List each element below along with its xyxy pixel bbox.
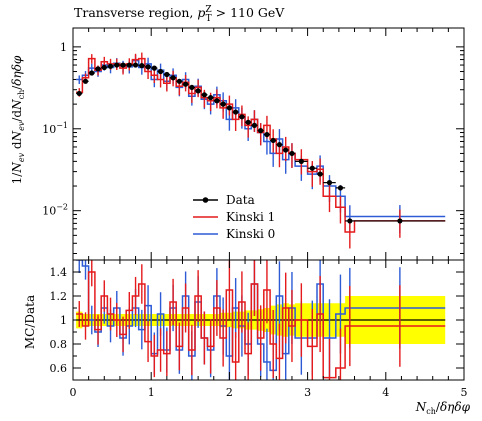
x-tick-label: 5 (461, 386, 468, 399)
data-point (233, 109, 239, 115)
x-tick-label: 0 (70, 386, 77, 399)
data-point (283, 147, 289, 153)
x-tick-label: 4 (382, 386, 389, 399)
data-point (326, 180, 333, 186)
data-point (114, 62, 120, 68)
data-point (201, 92, 207, 98)
x-tick-label: 1 (148, 386, 155, 399)
y-tick-label: 1 (60, 41, 67, 54)
main-panel: 10−2 10−1 1 Data Kinski 1 Kinski 0 (42, 27, 465, 261)
main-y-axis-label: 1/Nev dNev/dNch/δηδφ (10, 55, 26, 184)
data-point (164, 71, 170, 78)
data-point (126, 62, 132, 68)
x-tick-label: 2 (226, 386, 233, 399)
data-point (101, 64, 107, 71)
ratio-y-tick-label: 1.4 (50, 266, 68, 279)
data-point (183, 81, 189, 87)
data-point (132, 62, 139, 68)
kinski-1-line (76, 57, 446, 233)
data-point (208, 95, 214, 101)
x-axis-label: Nch/δηδφ (415, 400, 471, 416)
data-point (120, 62, 126, 68)
data-point (82, 78, 89, 84)
chart-title: Transverse region, pZ T > 110 GeV (74, 5, 285, 24)
kinski-1-ratio-line (76, 271, 446, 379)
data-point (95, 66, 101, 72)
data-point (89, 70, 95, 76)
data-point (317, 171, 323, 177)
data-point (397, 218, 403, 224)
data-point (245, 119, 251, 125)
data-point (170, 75, 176, 81)
ratio-y-tick-label: 1.2 (50, 290, 68, 303)
data-point (258, 128, 264, 134)
data-point (195, 88, 201, 94)
data-point (214, 98, 220, 104)
data-point (337, 185, 344, 191)
data-point (289, 150, 295, 157)
ratio-panel: 0.6 0.8 1 1.2 1.4 0 1 2 3 4 5 (50, 259, 468, 399)
data-point (264, 131, 270, 138)
data-point (139, 63, 145, 69)
main-series-group (76, 52, 446, 249)
data-point (309, 165, 315, 171)
data-point (176, 78, 182, 84)
ratio-y-tick-label: 0.8 (50, 338, 68, 351)
legend-label: Kinski 0 (226, 227, 275, 241)
data-point (347, 218, 353, 224)
legend-label: Kinski 1 (226, 210, 275, 224)
x-tick-label: 3 (304, 386, 311, 399)
data-point (107, 63, 114, 69)
y-tick-label: 10−1 (42, 121, 68, 136)
data-point (220, 101, 226, 107)
data-point (76, 90, 82, 97)
data-point (251, 122, 258, 128)
data-point (270, 137, 276, 144)
legend-marker (202, 197, 209, 203)
data-point (157, 68, 164, 75)
data-point (151, 65, 157, 71)
data-point (145, 64, 151, 70)
ratio-y-tick-label: 0.6 (50, 362, 68, 375)
data-point (298, 158, 304, 164)
y-tick-label: 10−2 (42, 203, 68, 218)
data-point (226, 105, 232, 111)
ratio-y-axis-label: MC/Data (23, 295, 37, 349)
legend-label: Data (226, 193, 255, 207)
data-point (239, 114, 245, 120)
data-point (276, 142, 283, 148)
data-point (189, 84, 195, 91)
ratio-series-group (76, 260, 446, 380)
ratio-y-tick-label: 1 (60, 314, 67, 327)
